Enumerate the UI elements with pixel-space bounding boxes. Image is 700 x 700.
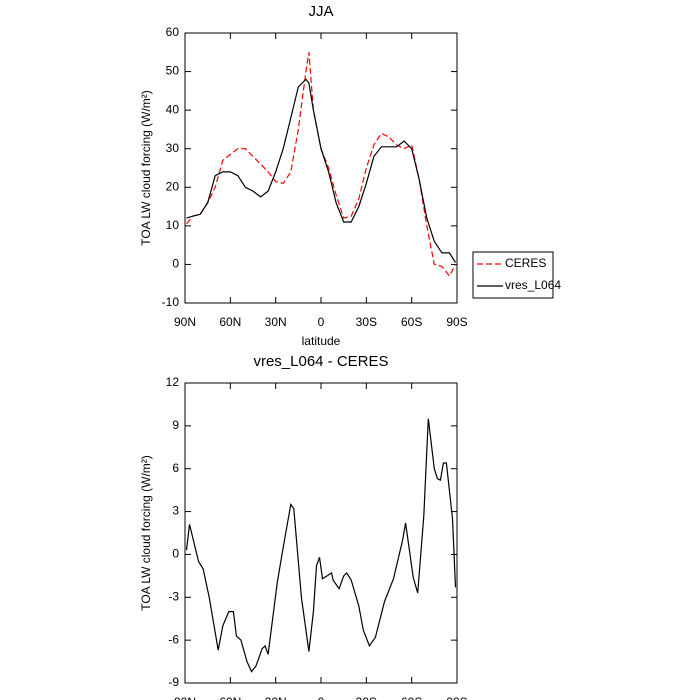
chart-title: JJA: [308, 3, 333, 20]
x-tick-label: 60S: [401, 695, 422, 700]
x-tick-label: 30N: [265, 695, 287, 700]
x-tick-label: 90N: [174, 695, 196, 700]
legend-label: CERES: [505, 256, 546, 270]
chart-title: vres_L064 - CERES: [253, 353, 388, 370]
y-tick-label: -3: [168, 589, 179, 603]
data-line: [186, 78, 457, 263]
y-tick-label: -6: [168, 632, 179, 646]
y-tick-label: 30: [166, 141, 180, 155]
y-tick-label: 60: [166, 25, 180, 39]
y-tick-label: 6: [172, 461, 179, 475]
data-line: [185, 418, 457, 673]
x-tick-label: 30S: [356, 695, 377, 700]
x-tick-label: 90N: [174, 315, 196, 329]
legend-label: vres_L064: [505, 278, 561, 292]
x-tick-label: 30S: [356, 315, 377, 329]
y-tick-label: 0: [172, 547, 179, 561]
x-tick-label: 90S: [446, 695, 467, 700]
x-tick-label: 0: [318, 315, 325, 329]
y-axis-label: TOA LW cloud forcing (W/m²): [139, 455, 153, 611]
x-tick-label: 60S: [401, 315, 422, 329]
x-tick-label: 0: [318, 695, 325, 700]
y-tick-label: 0: [172, 257, 179, 271]
legend-box: [472, 251, 554, 299]
y-tick-label: -10: [162, 295, 180, 309]
y-tick-label: 40: [166, 102, 180, 116]
y-tick-label: 50: [166, 64, 180, 78]
y-tick-label: 20: [166, 179, 180, 193]
x-tick-label: 30N: [265, 315, 287, 329]
y-tick-label: 9: [172, 418, 179, 432]
y-tick-label: 12: [166, 375, 180, 389]
y-tick-label: 3: [172, 504, 179, 518]
x-tick-label: 60N: [219, 315, 241, 329]
y-tick-label: 10: [166, 218, 180, 232]
x-axis-label: latitude: [302, 334, 341, 348]
y-tick-label: -9: [168, 675, 179, 689]
plot-frame: [184, 382, 458, 684]
y-axis-label: TOA LW cloud forcing (W/m²): [139, 90, 153, 246]
x-tick-label: 90S: [446, 315, 467, 329]
x-tick-label: 60N: [219, 695, 241, 700]
plot-frame: [184, 32, 458, 304]
